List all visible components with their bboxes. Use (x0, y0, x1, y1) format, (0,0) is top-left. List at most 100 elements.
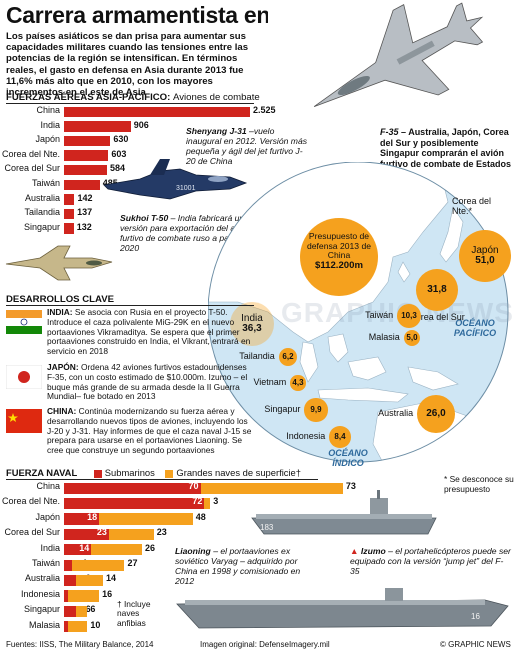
naval-bar-surface (75, 574, 103, 587)
naval-category-label: Malasia (28, 619, 60, 630)
china-budget-bubble: Presupuesto de defensa 2013 de China $11… (300, 218, 378, 296)
naval-value-surface: 14 (106, 573, 117, 584)
naval-bar-submarines (64, 497, 205, 510)
air-value-label: 603 (111, 148, 127, 159)
budget-bubble: 8,4 (329, 426, 351, 448)
intro-text: Los países asiáticos se dan prisa para a… (6, 31, 249, 99)
naval-bar-submarines (64, 559, 72, 571)
budget-country-label: Malasia (368, 332, 400, 342)
budget-value-label: 5,0 (406, 332, 418, 342)
budget-country-label: Corea del Sur (409, 311, 465, 322)
air-value-label: 142 (77, 192, 93, 203)
dev-heading: DESARROLLOS CLAVE (6, 294, 115, 305)
budget-value-label: 6,2 (282, 351, 294, 361)
air-value-label: 137 (77, 207, 93, 218)
naval-bar-surface (71, 559, 125, 571)
air-value-label: 2.525 (253, 105, 276, 115)
naval-value-submarines: 23 (96, 527, 107, 538)
naval-value-surface: 48 (195, 511, 206, 522)
naval-value-surface: 27 (127, 558, 138, 568)
watermark: GRAPHIC NEWS (281, 297, 514, 328)
budget-value-label: 4,3 (292, 378, 304, 388)
air-value-label: 584 (110, 163, 126, 174)
dev-rule (6, 305, 254, 306)
air-bar (64, 121, 131, 132)
naval-bar-surface (204, 497, 211, 510)
naval-category-label: Taiwán (31, 558, 60, 568)
dev-china: CHINA: Continúa modernizando su fuerza a… (47, 406, 252, 456)
naval-bar-submarines (64, 544, 92, 556)
air-category-label: India (40, 119, 60, 130)
budget-bubble: 9,9 (304, 398, 328, 422)
air-value-label: 485 (102, 178, 118, 188)
air-bar (64, 164, 108, 176)
izumo-note: ▲ Izumo – el portahelicópteros puede ser… (350, 546, 511, 576)
naval-value-surface: 3 (213, 496, 219, 507)
naval-category-label: Australia (24, 573, 60, 584)
indian-ocean-label: OCÉANO ÍNDICO (328, 448, 368, 468)
naval-bar-surface (67, 590, 100, 602)
budget-footnote: * Se desconoce su presupuesto (444, 474, 514, 494)
budget-value-label: 51,0 (475, 254, 495, 266)
shenyang-j31-illustration: 31001 (103, 159, 248, 200)
pacific-ocean-label: OCÉANO PACÍFICO (453, 318, 497, 338)
air-bar (64, 223, 74, 234)
naval-value-submarines: 72 (192, 496, 203, 507)
india-flag-icon (6, 310, 42, 334)
naval-bar-submarines (64, 574, 76, 587)
air-value-label: 630 (113, 134, 129, 145)
air-bar (64, 208, 75, 220)
china-flag-icon (6, 409, 42, 433)
air-category-label: Japón (35, 134, 60, 145)
naval-bar-submarines (64, 513, 100, 525)
budget-bubble: 5,0 (403, 329, 421, 347)
legend-submarines: Submarinos (93, 467, 155, 478)
naval-category-label: India (40, 542, 60, 553)
naval-value-surface: 10 (90, 619, 101, 630)
air-bar (64, 179, 100, 191)
budget-value-label: 9,9 (310, 405, 322, 415)
naval-value-surface: 23 (156, 527, 167, 538)
naval-bar-submarines (64, 590, 68, 602)
naval-bar-submarines (64, 621, 68, 633)
budget-country-label: Japón (471, 244, 499, 256)
budget-bubble: 31,8 (416, 269, 458, 311)
naval-bar-surface (108, 528, 154, 541)
budget-bubble-text: Japón 51,0 (459, 230, 512, 266)
air-section-rule (6, 103, 254, 104)
f35-jet-illustration (268, 0, 515, 132)
air-bar (64, 135, 111, 147)
naval-footnote: † Incluye naves anfibias (117, 599, 151, 628)
naval-bar-submarines (64, 528, 109, 541)
air-bar (64, 150, 109, 161)
image-credit: Imagen original: DefenseImagery.mil (200, 640, 330, 649)
naval-value-surface: 16 (102, 588, 113, 599)
budget-bubble: 26,0 (417, 395, 455, 433)
naval-value-submarines: 14 (79, 542, 90, 553)
budget-country-label: India (241, 312, 263, 324)
budget-country-label: Tailandia (239, 351, 275, 361)
naval-bar-submarines (64, 605, 76, 618)
naval-category-label: Japón (35, 511, 60, 522)
naval-bar-surface (75, 605, 88, 618)
naval-heading: FUERZA NAVAL (6, 467, 78, 478)
budget-bubble-text: India 36,3 (230, 302, 275, 334)
shenyang-note: Shenyang J-31 –vuelo inaugural en 2012. … (186, 126, 308, 166)
liaoning-carrier-illustration: 16 (176, 588, 509, 629)
air-category-label: Australia (24, 192, 60, 203)
naval-value-surface: 6 (90, 604, 96, 615)
air-category-label: China (36, 105, 60, 115)
air-bar-chart: China 2.525 India 906 Japón 630 Corea del Nte.… (0, 103, 276, 243)
izumo-hull-number: 183 (260, 523, 274, 532)
budget-country-label: Vietnam (253, 377, 287, 387)
naval-value-submarines: 6 (85, 604, 91, 615)
naval-bar-surface (67, 621, 88, 633)
legend-swatch-submarines (93, 469, 102, 478)
air-section-heading: FUERZAS AÉREAS ASIA-PACÍFICO: Aviones de… (6, 92, 260, 103)
naval-rule (6, 479, 318, 480)
naval-category-label: Indonesia (20, 588, 60, 599)
naval-value-submarines: 70 (188, 481, 199, 491)
air-category-label: Corea del Sur (4, 163, 60, 174)
budget-country-label: Singapur (264, 404, 301, 414)
budget-country-label: Indonesia (286, 431, 326, 441)
